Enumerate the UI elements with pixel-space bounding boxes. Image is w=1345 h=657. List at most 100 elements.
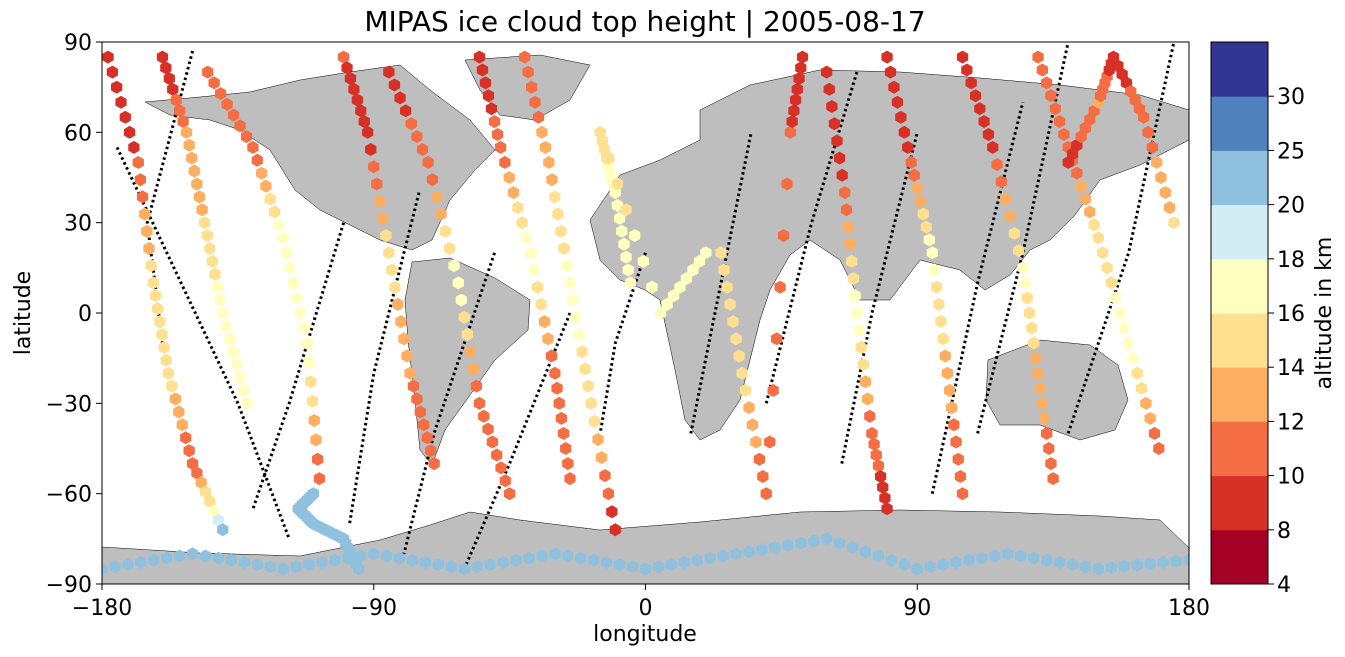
cloud-point [724, 297, 736, 311]
cloud-point [935, 315, 947, 329]
cloud-point [220, 319, 232, 333]
cloud-point [1075, 179, 1087, 193]
cloud-point [1097, 246, 1109, 260]
cloud-point [1144, 411, 1156, 425]
cloud-point [196, 203, 208, 217]
cloud-point [950, 556, 962, 569]
cloud-point [351, 93, 363, 107]
cloud-point [458, 562, 470, 576]
cloud-point [609, 523, 621, 537]
cloud-point [715, 246, 727, 260]
x-axis: −180 −90 0 90 180 [72, 584, 1210, 621]
cloud-point [546, 173, 558, 187]
cloud-point [287, 276, 300, 290]
cloud-point [1131, 558, 1143, 572]
cloud-point [859, 375, 872, 389]
cloud-point [978, 115, 990, 129]
cloud-point [786, 115, 798, 129]
cloud-point [549, 547, 561, 561]
cloud-point [162, 366, 175, 380]
cloud-point [388, 78, 401, 92]
cloud-point [141, 224, 153, 238]
colorbar-bin [1211, 150, 1268, 206]
cloud-point [499, 474, 511, 488]
cloud-point [115, 95, 127, 109]
cloud-point [504, 487, 516, 501]
cloud-point [405, 117, 417, 131]
cloud-point [1032, 366, 1044, 380]
cloud-point [180, 431, 192, 445]
cloud-point [212, 280, 224, 294]
cloud-point [790, 93, 802, 107]
cloud-point [956, 50, 969, 64]
cloud-point [1041, 76, 1053, 90]
cloud-point [455, 293, 467, 307]
cloud-point [1155, 171, 1167, 184]
satellite-track-2 [251, 222, 346, 510]
cloud-point [251, 153, 263, 167]
cloud-point [879, 491, 891, 505]
cloud-point [987, 140, 999, 154]
cloud-point [1118, 321, 1130, 335]
cloud-point [264, 192, 276, 206]
cloud-point [839, 186, 851, 200]
cloud-point [875, 470, 887, 483]
cloud-point [1030, 351, 1042, 365]
cloud-point [355, 549, 367, 563]
cloud-point [551, 381, 563, 395]
cloud-point [134, 173, 146, 187]
cloud-point [404, 366, 416, 380]
cloud-point [743, 401, 755, 415]
cloud-point [425, 444, 437, 458]
cloud-point [128, 140, 140, 154]
cloud-point [611, 199, 624, 212]
cloud-point [202, 65, 214, 79]
cloud-point [484, 558, 496, 572]
cloud-point [186, 151, 198, 165]
cloud-point [542, 332, 554, 346]
cloud-point [549, 190, 561, 204]
cloud-point [485, 102, 498, 116]
cloud-point [208, 504, 220, 518]
cloud-point [1151, 155, 1163, 169]
cloud-point [693, 254, 705, 268]
cloud-point [491, 448, 503, 462]
cloud-point [1041, 553, 1053, 567]
cloud-point [1047, 472, 1059, 486]
cloud-point [241, 396, 253, 410]
cloud-point [908, 168, 920, 182]
cloud-point [215, 87, 227, 101]
cloud-point [553, 396, 565, 410]
cloud-point [510, 553, 522, 567]
cloud-point [217, 523, 229, 537]
cloud-point [414, 405, 426, 419]
cloud-point [124, 125, 136, 139]
cloud-point [177, 115, 189, 129]
cloud-point [167, 82, 179, 96]
cloud-point [616, 224, 628, 238]
cloud-point [111, 80, 123, 94]
cloud-point [646, 280, 658, 294]
cloud-point [823, 82, 835, 96]
cloud-point [139, 207, 151, 221]
cloud-point [284, 261, 296, 275]
cloud-point [1135, 381, 1148, 395]
cloud-point [847, 272, 859, 286]
cloud-point [1038, 411, 1051, 425]
cloud-point [1054, 556, 1066, 569]
cloud-point [933, 297, 945, 311]
cloud-point [1142, 125, 1154, 139]
cloud-point [312, 452, 324, 466]
cloud-point [163, 72, 175, 86]
cloud-point [341, 61, 353, 75]
cloud-point [1025, 321, 1038, 335]
cloud-point [495, 461, 507, 475]
cloud-point [264, 560, 276, 574]
cloud-point [618, 237, 630, 251]
cloud-point [982, 128, 995, 141]
cloud-point [428, 457, 440, 471]
cloud-point [963, 553, 975, 567]
cloud-point [585, 396, 597, 410]
cloud-point [152, 302, 164, 316]
cloud-point [199, 485, 212, 499]
